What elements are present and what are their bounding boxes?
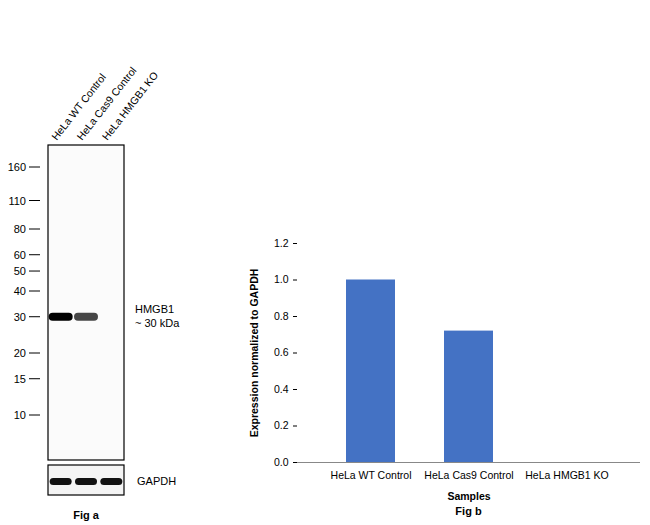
svg-text:GAPDH: GAPDH bbox=[137, 475, 176, 487]
svg-text:0.0: 0.0 bbox=[274, 456, 289, 468]
svg-text:10: 10 bbox=[14, 409, 26, 421]
svg-text:~ 30 kDa: ~ 30 kDa bbox=[135, 317, 180, 329]
svg-text:HeLa HMGB1 KO: HeLa HMGB1 KO bbox=[99, 69, 160, 142]
svg-text:30: 30 bbox=[14, 311, 26, 323]
svg-text:HeLa Cas9 Control: HeLa Cas9 Control bbox=[74, 64, 139, 143]
svg-text:Expression normalized to GAPDH: Expression normalized to GAPDH bbox=[248, 269, 260, 438]
svg-text:40: 40 bbox=[14, 285, 26, 297]
svg-text:0.6: 0.6 bbox=[274, 346, 289, 358]
svg-text:110: 110 bbox=[8, 195, 26, 207]
svg-text:HeLa WT Control: HeLa WT Control bbox=[331, 469, 412, 481]
svg-text:HMGB1: HMGB1 bbox=[135, 303, 174, 315]
svg-text:160: 160 bbox=[8, 161, 26, 173]
svg-text:0.2: 0.2 bbox=[274, 419, 289, 431]
html-text:Fig b: Fig b bbox=[455, 505, 482, 517]
svg-text:1.2: 1.2 bbox=[274, 237, 289, 249]
svg-text:Samples: Samples bbox=[447, 490, 490, 502]
svg-text:HeLa Cas9 Control: HeLa Cas9 Control bbox=[424, 469, 513, 481]
svg-text:HeLa HMGB1 KO: HeLa HMGB1 KO bbox=[525, 469, 608, 481]
svg-text:80: 80 bbox=[14, 223, 26, 235]
svg-text:20: 20 bbox=[14, 347, 26, 359]
svg-text:0.8: 0.8 bbox=[274, 310, 289, 322]
svg-text:60: 60 bbox=[14, 249, 26, 261]
svg-text:0.4: 0.4 bbox=[274, 383, 289, 395]
svg-text:50: 50 bbox=[14, 265, 26, 277]
svg-text:1.0: 1.0 bbox=[274, 273, 289, 285]
svg-text:15: 15 bbox=[14, 373, 26, 385]
svg-text:Fig a: Fig a bbox=[73, 509, 100, 521]
svg-text:HeLa WT Control: HeLa WT Control bbox=[48, 71, 109, 143]
